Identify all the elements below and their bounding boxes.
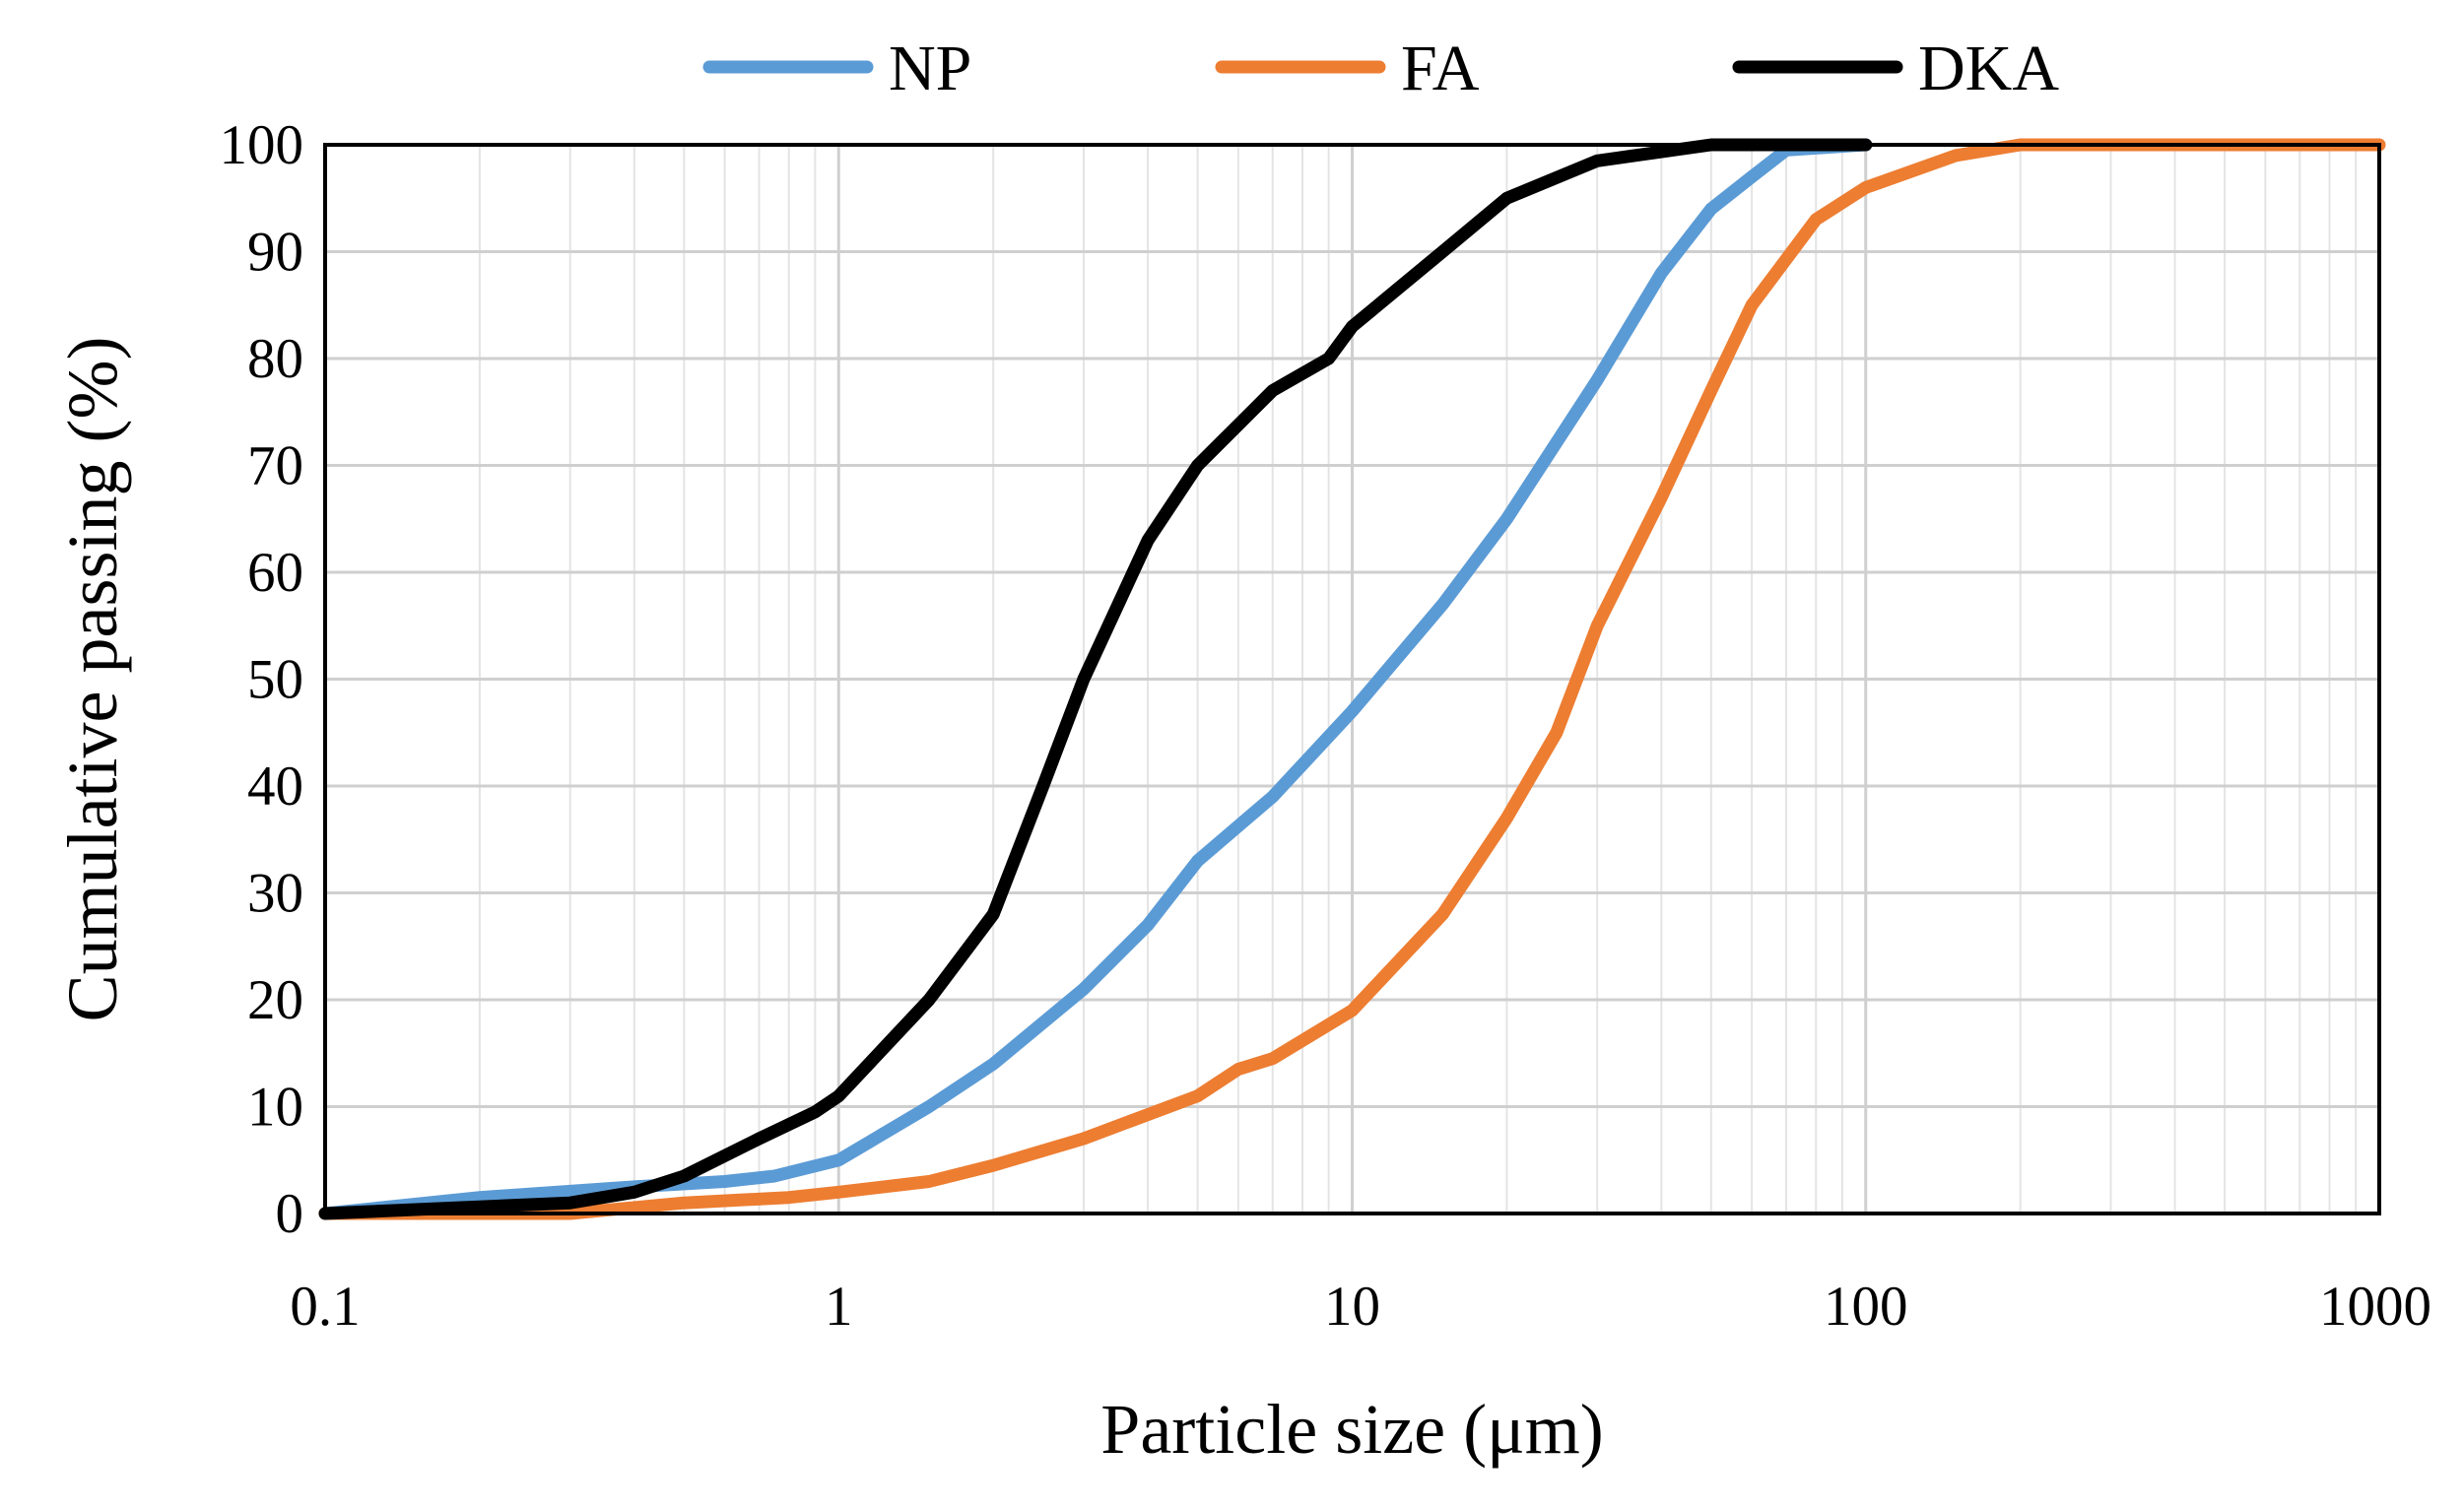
x-tick-label: 1: [825, 1276, 853, 1338]
y-tick-label: 80: [247, 328, 303, 390]
series-line-fa: [318, 138, 2386, 1220]
y-tick-label: 30: [247, 863, 303, 925]
grid: [323, 143, 2381, 1215]
plot-area-frame: [323, 143, 2381, 1215]
x-tick-label: 100: [1824, 1276, 1908, 1338]
legend-label-dka: DKA: [1918, 33, 2059, 104]
legend-label-fa: FA: [1401, 33, 1480, 104]
x-tick-label: 1000: [2319, 1276, 2431, 1338]
x-axis-title: Particle size (μm): [1100, 1390, 1603, 1469]
y-tick-label: 0: [276, 1183, 304, 1245]
y-tick-label: 20: [247, 969, 303, 1031]
x-axis-ticks: 0.1 1 10 100 1000: [290, 1276, 2431, 1338]
legend: NP FA DKA: [702, 33, 2059, 104]
y-tick-label: 90: [247, 222, 303, 284]
x-tick-label: 10: [1324, 1276, 1380, 1338]
y-tick-label: 10: [247, 1077, 303, 1139]
x-tick-label: 0.1: [290, 1276, 360, 1338]
y-axis-title: Cumulative passing (%): [53, 337, 132, 1022]
y-tick-label: 50: [247, 649, 303, 711]
y-tick-label: 40: [247, 755, 303, 818]
series-line-dka: [318, 138, 1873, 1220]
y-tick-label: 70: [247, 435, 303, 497]
series-lines: [318, 138, 2386, 1220]
y-tick-label: 60: [247, 542, 303, 604]
legend-label-np: NP: [889, 33, 971, 104]
series-line-np: [318, 138, 1873, 1220]
y-tick-label: 100: [220, 114, 304, 176]
y-axis-ticks: 0 10 20 30 40 50 60 70 80 90 100: [220, 114, 304, 1245]
